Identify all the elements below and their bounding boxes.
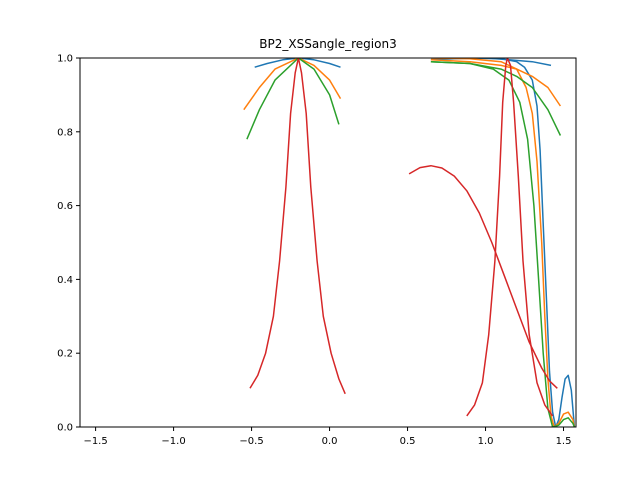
x-tick-label: 0.5 [400, 436, 416, 447]
series-2-line-0 [246, 58, 340, 140]
y-tick-label: 0.4 [57, 275, 73, 286]
x-tick-label: −1.0 [161, 436, 185, 447]
x-tick-label: 1.5 [556, 436, 572, 447]
series-1-line-2 [430, 58, 576, 427]
plot-frame [79, 57, 577, 428]
x-tick-label: −0.5 [239, 436, 263, 447]
series-2-line-2 [430, 60, 576, 427]
y-tick-label: 0.0 [57, 423, 73, 434]
x-tick-label: 1.0 [478, 436, 494, 447]
x-tick-label: −1.5 [83, 436, 107, 447]
series-0-line-2 [430, 58, 576, 427]
y-axis: 0.0 0.2 0.4 0.6 0.8 1.0 [57, 54, 80, 434]
y-tick-label: 0.6 [57, 201, 73, 212]
series-layer [243, 58, 576, 427]
series-3-line-1 [408, 164, 558, 389]
series-1-line-0 [243, 58, 342, 111]
x-axis: −1.5 −1.0 −0.5 0.0 0.5 1.0 1.5 [83, 427, 571, 447]
y-tick-label: 0.8 [57, 127, 73, 138]
y-tick-label: 0.2 [57, 349, 73, 360]
series-2-line-1 [430, 60, 562, 136]
y-tick-label: 1.0 [57, 54, 73, 65]
series-3-line-0 [249, 58, 346, 395]
series-0-line-0 [254, 58, 341, 68]
x-tick-label: 0.0 [322, 436, 338, 447]
series-3-line-2 [466, 58, 554, 417]
chart-title: BP2_XSSangle_region3 [259, 37, 396, 51]
